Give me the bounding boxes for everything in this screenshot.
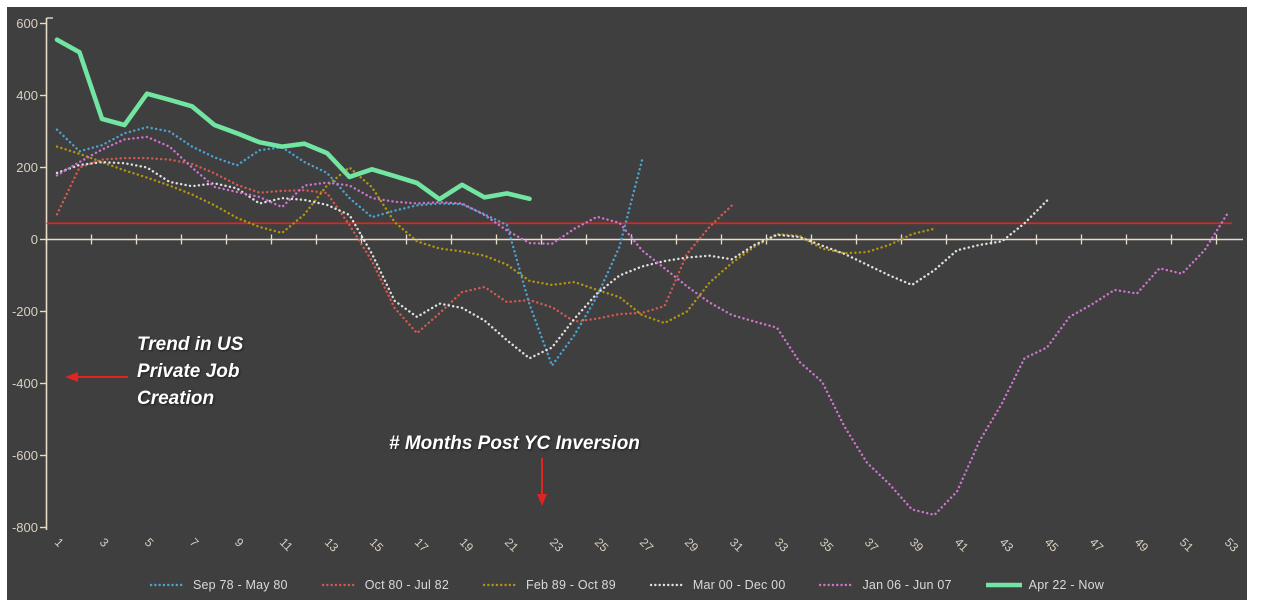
y-axis-annotation: Trend in US Private Job Creation	[137, 331, 243, 412]
legend-item-5: Apr 22 - Now	[985, 578, 1104, 592]
legend-item-2: Feb 89 - Oct 89	[483, 578, 616, 592]
y-axis-tick-label: -200	[12, 304, 38, 319]
y-axis-tick-label: -800	[12, 520, 38, 535]
legend-label-3: Mar 00 - Dec 00	[692, 578, 786, 592]
x-axis-annotation: # Months Post YC Inversion	[389, 433, 640, 454]
legend-label-5: Apr 22 - Now	[1028, 578, 1104, 592]
chart-legend: Sep 78 - May 80 Oct 80 - Jul 82 Feb 89 - O…	[7, 572, 1247, 598]
series-line-3	[55, 160, 1049, 360]
legend-swatch-5	[985, 582, 1022, 588]
y-axis-annotation-line2: Private Job	[137, 361, 240, 382]
legend-swatch-0	[149, 583, 186, 587]
y-axis-tick-label: 0	[31, 232, 38, 247]
y-axis-tick-label: 600	[16, 16, 38, 31]
legend-item-4: Jan 06 - Jun 07	[819, 578, 951, 592]
y-axis-tick-label: 200	[16, 160, 38, 175]
legend-item-3: Mar 00 - Dec 00	[649, 578, 786, 592]
arrow-left-icon	[65, 372, 128, 382]
y-axis-annotation-line3: Creation	[137, 388, 215, 409]
y-axis-annotation-line1: Trend in US	[137, 334, 244, 355]
legend-label-1: Oct 80 - Jul 82	[364, 578, 449, 592]
legend-swatch-2	[483, 583, 519, 587]
legend-swatch-4	[819, 583, 856, 587]
series-line-0	[55, 125, 644, 369]
legend-swatch-1	[321, 583, 358, 587]
y-axis-tick-label: -400	[12, 376, 38, 391]
series-line-4	[55, 135, 1229, 517]
y-axis-tick-label: -600	[12, 448, 38, 463]
legend-label-2: Feb 89 - Oct 89	[526, 578, 616, 592]
legend-swatch-3	[649, 583, 686, 587]
legend-item-1: Oct 80 - Jul 82	[321, 578, 449, 592]
series-line-1	[55, 156, 734, 335]
y-axis-tick-label: 400	[16, 88, 38, 103]
legend-label-4: Jan 06 - Jun 07	[862, 578, 952, 592]
arrow-down-icon	[537, 458, 547, 506]
series-line-5	[54, 37, 532, 202]
legend-label-0: Sep 78 - May 80	[192, 578, 288, 592]
legend-item-0: Sep 78 - May 80	[149, 578, 288, 592]
